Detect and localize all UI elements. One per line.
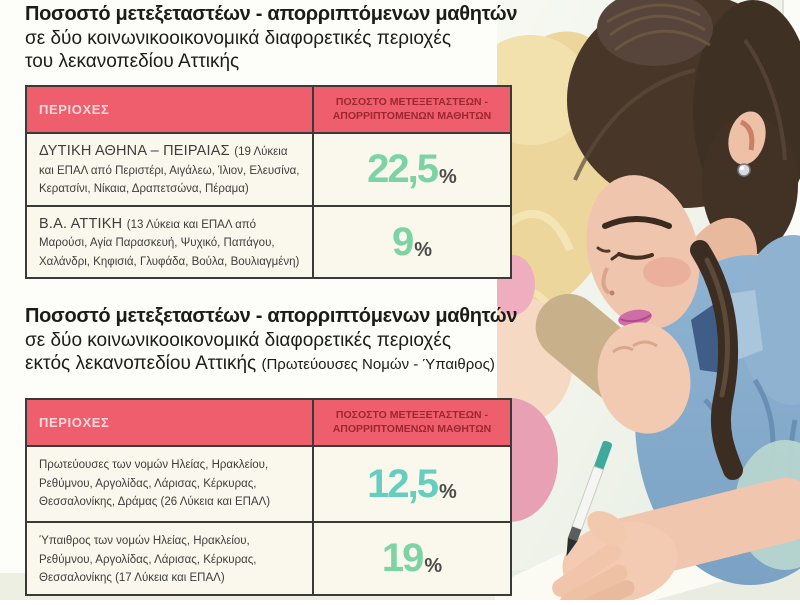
writing-arm [552, 477, 800, 605]
section1-title: Ποσοστό μετεξεταστέων - απορριπτόμενων μ… [25, 2, 517, 74]
section1-title-line2: σε δύο κοινωνικοοικονομικά διαφορετικές … [25, 27, 451, 49]
table2-header-row: ΠΕΡΙΟΧΕΣ ΠΟΣΟΣΤΟ ΜΕΤΕΞΕΤΑΣΤΕΩΝ - ΑΠΟΡΡΙΠ… [27, 400, 510, 445]
percent-sign: % [424, 555, 443, 578]
section2-title-line3-main: εκτός λεκανοπεδίου Αττικής [25, 353, 262, 375]
photo-students-studying [462, 0, 800, 605]
region-detail: Πρωτεύουσες των νομών Ηλείας, Ηρακλείου,… [39, 459, 271, 509]
region-detail: Ύπαιθρος των νομών Ηλείας, Ηρακλείου, Ρε… [39, 535, 257, 585]
section2-title-line2: σε δύο κοινωνικοοικονομικά διαφορετικές … [25, 329, 451, 351]
nose [601, 267, 611, 295]
table-row: Πρωτεύουσες των νομών Ηλείας, Ηρακλείου,… [27, 445, 510, 521]
cheek-blush [643, 257, 691, 287]
table2-header-regions: ΠΕΡΙΟΧΕΣ [39, 415, 110, 430]
region-cell: Β.Α. ΑΤΤΙΚΗ (13 Λύκεια και ΕΠΑΛ από Μαρο… [27, 207, 312, 278]
percent-sign: % [439, 481, 457, 503]
pen-teal-cap [594, 440, 613, 471]
percent-sign: % [414, 238, 432, 261]
region-cell: Πρωτεύουσες των νομών Ηλείας, Ηρακλείου,… [27, 447, 312, 521]
pen [566, 440, 613, 557]
value-cell: 19 % [311, 523, 510, 594]
percent-value: 9 [391, 219, 414, 264]
table1-header-row: ΠΕΡΙΟΧΕΣ ΠΟΣΟΣΤΟ ΜΕΤΕΞΕΤΑΣΤΕΩΝ - ΑΠΟΡΡΙΠ… [27, 87, 510, 132]
closed-eye [617, 252, 654, 260]
thumb [587, 510, 627, 546]
region-cell: ΔΥΤΙΚΗ ΑΘΗΝΑ – ΠΕΙΡΑΙΑΣ (19 Λύκεια και Ε… [27, 134, 312, 205]
percent-sign: % [439, 166, 457, 189]
pen-tip [566, 537, 578, 557]
brunette-face [586, 175, 700, 329]
region-name: ΔΥΤΙΚΗ ΑΘΗΝΑ – ΠΕΙΡΑΙΑΣ [39, 143, 230, 159]
hand-under-chin [597, 322, 691, 434]
value-cell: 12,5 % [311, 447, 510, 521]
region-detail: (13 Λύκεια και ΕΠΑΛ από Μαρούσι, Αγία Πα… [39, 218, 300, 268]
section1-title-bold: Ποσοστό μετεξεταστέων - απορριπτόμενων μ… [25, 3, 518, 25]
value-cell: 9 % [311, 206, 510, 278]
region-name: Β.Α. ΑΤΤΙΚΗ [39, 215, 123, 232]
value-cell: 22,5 % [311, 134, 510, 205]
section2-title: Ποσοστό μετεξεταστέων - απορριπτόμενων μ… [25, 304, 517, 376]
percent-value: 22,5 [367, 147, 439, 192]
photo-illustration [462, 0, 800, 605]
table-row: Ύπαιθρος των νομών Ηλείας, Ηρακλείου, Ρε… [27, 521, 510, 594]
lips [618, 309, 652, 327]
region-cell: Ύπαιθρος των νομών Ηλείας, Ηρακλείου, Ρε… [27, 523, 312, 594]
brunette-student [552, 0, 800, 605]
table-row: Β.Α. ΑΤΤΙΚΗ (13 Λύκεια και ΕΠΑΛ από Μαρο… [27, 204, 510, 278]
percent-value: 12,5 [367, 462, 439, 506]
table1-header-percent: ΠΟΣΟΣΤΟ ΜΕΤΕΞΕΤΑΣΤΕΩΝ - ΑΠΟΡΡΙΠΤΟΜΕΝΩΝ Μ… [311, 87, 510, 132]
region-detail: (19 Λύκεια και ΕΠΑΛ από Περιστέρι, Αιγάλ… [39, 146, 300, 196]
table1-header-regions: ΠΕΡΙΟΧΕΣ [39, 102, 110, 117]
table2-header-percent: ΠΟΣΟΣΤΟ ΜΕΤΕΞΕΤΑΣΤΕΩΝ - ΑΠΟΡΡΙΠΤΟΜΕΝΩΝ Μ… [311, 400, 510, 445]
eyebrow [602, 216, 672, 229]
section2-title-note: (Πρωτεύουσες Νομών - Ύπαιθρος) [261, 356, 495, 374]
section1-title-line3: του λεκανοπεδίου Αττικής [25, 51, 240, 73]
percent-value: 19 [381, 536, 424, 581]
table-attica-basin: ΠΕΡΙΟΧΕΣ ΠΟΣΟΣΤΟ ΜΕΤΕΞΕΤΑΣΤΕΩΝ - ΑΠΟΡΡΙΠ… [25, 85, 512, 280]
section2-title-line3: εκτός λεκανοπεδίου Αττικής (Πρωτεύουσες … [25, 352, 517, 376]
ear-and-earring [728, 111, 766, 177]
table-row: ΔΥΤΙΚΗ ΑΘΗΝΑ – ΠΕΙΡΑΙΑΣ (19 Λύκεια και Ε… [27, 132, 510, 205]
table-outside-attica: ΠΕΡΙΟΧΕΣ ΠΟΣΟΣΤΟ ΜΕΤΕΞΕΤΑΣΤΕΩΝ - ΑΠΟΡΡΙΠ… [25, 398, 512, 596]
section2-title-bold: Ποσοστό μετεξεταστέων - απορριπτόμενων μ… [25, 305, 518, 327]
